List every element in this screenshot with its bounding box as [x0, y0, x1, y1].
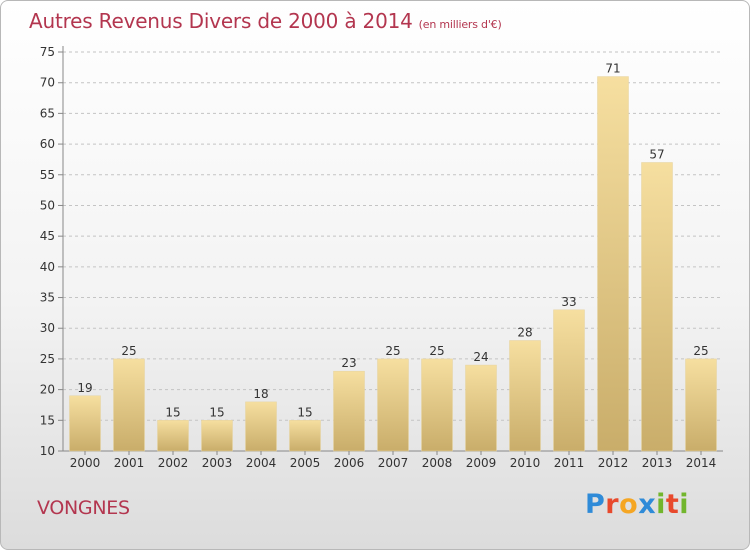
x-tick-label: 2014 [686, 456, 717, 470]
y-tick-label: 35 [40, 291, 55, 305]
y-tick-label: 10 [40, 444, 55, 458]
x-tick-label: 2000 [70, 456, 101, 470]
logo-letter: i [679, 489, 690, 520]
data-label: 71 [605, 62, 620, 76]
x-tick-label: 2007 [378, 456, 409, 470]
data-label: 15 [297, 405, 312, 419]
data-label: 19 [77, 381, 92, 395]
logo-letter: o [619, 489, 639, 520]
x-tick-label: 2010 [510, 456, 541, 470]
y-tick-label: 30 [40, 321, 55, 335]
logo-letter: i [656, 489, 666, 520]
x-tick-label: 2008 [422, 456, 453, 470]
y-tick-label: 15 [40, 413, 55, 427]
bar [157, 420, 189, 452]
data-label: 57 [649, 147, 664, 161]
bar [421, 358, 453, 452]
data-label: 25 [693, 344, 708, 358]
data-label: 25 [121, 344, 136, 358]
bar [465, 364, 497, 452]
x-tick-label: 2004 [246, 456, 277, 470]
x-tick-label: 2011 [554, 456, 585, 470]
x-tick-label: 2006 [334, 456, 365, 470]
bar [289, 420, 321, 452]
commune-name: VONGNES [37, 497, 130, 519]
data-label: 25 [429, 344, 444, 358]
data-label: 28 [517, 326, 532, 340]
y-tick-label: 40 [40, 260, 55, 274]
logo-letter: t [665, 489, 680, 520]
data-label: 15 [165, 405, 180, 419]
data-label: 18 [253, 387, 268, 401]
bar [245, 401, 277, 452]
logo-letter: P [585, 489, 606, 520]
bar [377, 358, 409, 452]
chart-title-unit: (en milliers d'€) [418, 18, 502, 31]
x-tick-label: 2003 [202, 456, 233, 470]
bar [333, 370, 365, 452]
data-label: 24 [473, 350, 488, 364]
bar [69, 395, 101, 452]
y-tick-label: 25 [40, 352, 55, 366]
x-tick-label: 2012 [598, 456, 629, 470]
bar [553, 309, 585, 452]
x-tick-label: 2009 [466, 456, 497, 470]
data-label: 15 [209, 405, 224, 419]
logo-letter: r [605, 489, 620, 520]
x-tick-label: 2002 [158, 456, 189, 470]
data-label: 33 [561, 295, 576, 309]
y-tick-label: 45 [40, 229, 55, 243]
bar [685, 358, 717, 452]
bar [113, 358, 145, 452]
y-tick-label: 65 [40, 106, 55, 120]
logo-letter: x [638, 489, 657, 520]
y-tick-label: 50 [40, 198, 55, 212]
chart-title-main: Autres Revenus Divers de 2000 à 2014 [29, 9, 413, 33]
bar [597, 76, 629, 452]
chart-title: Autres Revenus Divers de 2000 à 2014 (en … [29, 9, 502, 33]
y-tick-label: 55 [40, 168, 55, 182]
data-label: 23 [341, 356, 356, 370]
y-tick-label: 75 [40, 45, 55, 59]
y-tick-label: 60 [40, 137, 55, 151]
x-tick-label: 2005 [290, 456, 321, 470]
proxiti-logo: Proxiti [585, 489, 689, 520]
bar [509, 340, 541, 452]
y-tick-label: 70 [40, 76, 55, 90]
y-tick-label: 20 [40, 383, 55, 397]
data-label: 25 [385, 344, 400, 358]
x-tick-label: 2013 [642, 456, 673, 470]
x-tick-label: 2001 [114, 456, 145, 470]
bar [201, 420, 233, 452]
bar [641, 162, 673, 452]
